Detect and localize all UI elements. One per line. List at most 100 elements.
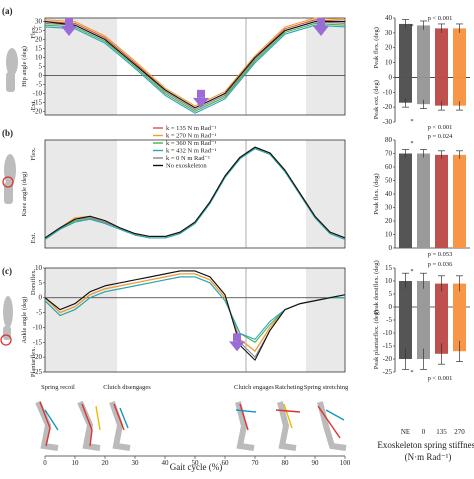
significance-star: * [410, 118, 413, 125]
y-tick-label: 5 [39, 279, 43, 287]
bar-positive-0 [417, 281, 430, 307]
p-value-annotation: p < 0.001 [428, 375, 453, 382]
gait-x-tick-label: 100 [340, 459, 351, 467]
bar-y-tick-label: 20 [385, 217, 393, 225]
bar-y-tick-label: -25 [383, 368, 393, 376]
y-axis-positive-label: Flex. [30, 25, 37, 39]
bar-y-tick-label: -10 [383, 88, 393, 96]
shaded-phase-region [306, 140, 345, 248]
y-tick-label: -15 [33, 98, 43, 106]
bar-y-tick-label: -20 [383, 103, 393, 111]
peak-arrow-shaft [65, 18, 73, 26]
bar-top-ylabel: Peak dorsiflex. (deg) [373, 260, 380, 314]
series-line-1 [44, 17, 346, 107]
peak-arrow-head [229, 341, 245, 352]
legend-label: k = 270 N m Rad⁻¹ [166, 133, 216, 140]
p-value-annotation: p < 0.001 [428, 124, 453, 131]
p-value-annotation: p = 0.053 [428, 251, 453, 258]
bar-negative-0 [417, 307, 430, 359]
bar-negative-NE [399, 77, 412, 103]
y-tick-label: -25 [33, 368, 43, 376]
y-tick-label: -10 [33, 89, 43, 97]
gait-x-axis: 0 10 20 30 40 50 60 70 80 90 100 [43, 455, 351, 467]
bar-y-tick-label: 20 [385, 44, 393, 52]
bar-positive-135 [435, 283, 448, 307]
series-line-3 [44, 148, 346, 240]
y-tick-label: -15 [33, 338, 43, 346]
hip-bars-panel: -30 -20 -10 0 10 20 30 40 Peak flex. (deg) Peak e… [373, 14, 470, 131]
bar-y-tick-label: 0 [389, 73, 393, 81]
y-axis-positive-label: Dorsiflex. [30, 269, 37, 296]
peak-arrow-icon [61, 18, 77, 36]
bar-positive-135 [435, 154, 448, 248]
bar-positive-270 [453, 283, 466, 307]
bar-category-label: 135 [436, 428, 447, 436]
knee-figure-icon [2, 154, 16, 204]
bar-bottom-ylabel: Peak plantarflex. (deg) [373, 310, 380, 369]
series-line-2 [44, 22, 346, 112]
series-line-5 [44, 21, 345, 109]
bar-negative-0 [417, 77, 430, 105]
shaded-phase-region [45, 268, 117, 372]
bar-y-tick-label: 40 [385, 190, 393, 198]
bar-positive-0 [417, 153, 430, 248]
bar-top-ylabel: Peak flex. (deg) [373, 173, 380, 214]
panel-label-c: (c) [2, 266, 12, 276]
bar-y-tick-label: -30 [383, 118, 393, 126]
knee-bars-panel: 0 10 20 30 40 50 60 70 80 Peak flex. (deg) p = 0.0… [373, 133, 470, 258]
bar-y-tick-label: -15 [383, 342, 393, 350]
leg-illustration-4 [235, 401, 257, 451]
series-line-5 [44, 270, 346, 361]
y-tick-label: -10 [33, 323, 43, 331]
peak-arrow-icon [229, 333, 245, 352]
gait-x-tick-label: 20 [102, 459, 110, 467]
y-tick-label: 0 [39, 294, 43, 302]
peak-bar-panels: -30 -20 -10 0 10 20 30 40 Peak flex. (deg) Peak e… [373, 14, 470, 436]
y-tick-label: 25 [35, 27, 43, 35]
panel-label-a: (a) [2, 6, 13, 16]
legend: k = 135 N m Rad⁻¹k = 270 N m Rad⁻¹k = 36… [153, 125, 216, 170]
legend-label: k = 360 N m Rad⁻¹ [166, 140, 216, 147]
y-axis-label: Ankle angle (deg) [21, 297, 28, 344]
y-tick-label: 0 [39, 71, 43, 79]
significance-star: * [410, 23, 413, 30]
bar-y-tick-label: 30 [385, 29, 393, 37]
significance-star: * [410, 268, 413, 275]
bar-y-tick-label: 0 [389, 244, 393, 252]
y-tick-label: 15 [35, 45, 43, 53]
bar-negative-270 [453, 77, 466, 106]
bar-y-tick-label: 0 [389, 303, 393, 311]
gait-axis-label: Gait cycle (%) [170, 462, 222, 472]
p-value-annotation: p = 0.036 [428, 261, 454, 268]
knee-angle-panel: Knee angle (deg) Flex. Ext. [21, 139, 346, 249]
shaded-phase-region [45, 18, 117, 115]
bar-y-tick-label: 30 [385, 204, 393, 212]
gait-x-tick-label: 30 [132, 459, 140, 467]
y-axis-negative-label: Ext. [30, 99, 37, 110]
hip-figure-icon [6, 48, 18, 92]
y-tick-label: -20 [33, 107, 43, 115]
y-axis-positive-label: Flex. [30, 147, 37, 161]
gait-x-tick-label: 90 [312, 459, 320, 467]
bar-negative-135 [435, 307, 448, 354]
y-axis-negative-label: Plantarflex. [30, 347, 37, 378]
bar-negative-NE [399, 307, 412, 359]
bar-positive-270 [453, 28, 466, 78]
bar-category-label: 270 [454, 428, 465, 436]
plot-frame [44, 267, 346, 373]
peak-arrow-head [61, 26, 77, 36]
bar-positive-270 [453, 154, 466, 248]
ankle-figure-icon [0, 296, 13, 346]
y-tick-label: 10 [35, 264, 43, 272]
peak-arrow-shaft [233, 333, 241, 342]
bar-category-label: 0 [422, 428, 426, 436]
leg-illustration-6 [317, 401, 347, 451]
p-value-annotation: p = 0.024 [428, 133, 454, 140]
bar-y-tick-label: 60 [385, 163, 393, 171]
series-line-3 [44, 24, 346, 114]
bar-positive-NE [399, 23, 412, 78]
y-axis-negative-label: Ext. [30, 232, 37, 243]
bar-positive-NE [399, 281, 412, 307]
